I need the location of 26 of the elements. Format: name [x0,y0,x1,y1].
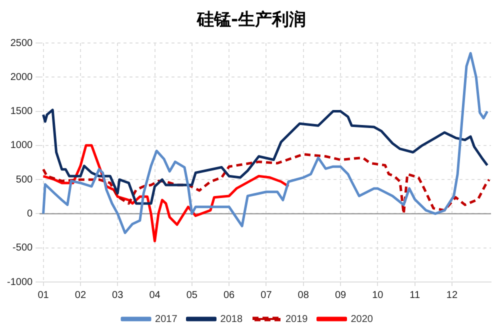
x-tick-label: 08 [298,290,310,301]
y-tick-label: -1000 [7,276,34,288]
x-tick-label: 10 [372,290,384,301]
chart-title: 硅锰-生产利润 [196,9,308,31]
y-tick-label: 2500 [10,38,34,49]
x-tick-label: 06 [224,290,236,301]
legend-label: 2017 [155,314,178,325]
x-tick-label: 02 [74,290,86,301]
x-tick-label: 07 [260,290,272,301]
x-tick-label: 05 [186,290,198,301]
x-tick-label: 03 [112,290,124,301]
legend-label: 2019 [286,314,308,325]
line-series [42,153,490,215]
x-tick-label: 09 [334,290,347,301]
legend-label: 2018 [220,314,243,325]
y-tick-label: 2000 [10,72,34,83]
y-tick-label: -500 [12,242,34,254]
y-tick-label: 0 [27,208,34,220]
x-tick-label: 01 [38,290,50,301]
x-tick-label: 04 [149,290,161,301]
y-tick-label: 1000 [10,140,34,152]
x-tick-label: 11 [410,290,420,301]
x-tick-label: 12 [446,290,458,301]
y-tick-label: 500 [16,174,34,186]
legend-label: 2020 [350,314,374,325]
y-tick-label: 1500 [10,106,34,118]
